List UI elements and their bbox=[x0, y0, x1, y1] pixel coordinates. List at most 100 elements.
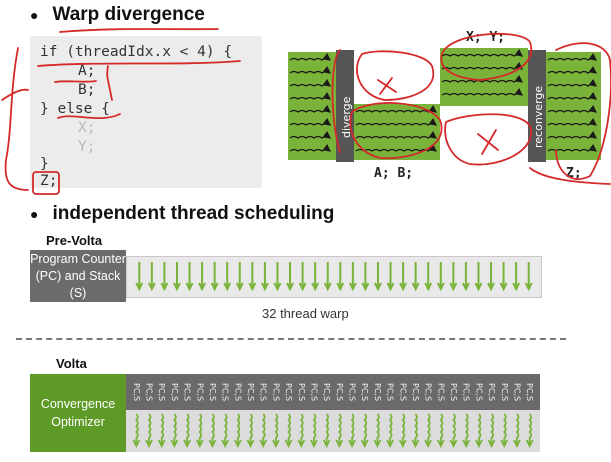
thread-arrow bbox=[208, 413, 217, 449]
pc-stack-label: PC,S bbox=[169, 382, 179, 402]
thread-arrow bbox=[513, 413, 521, 449]
code-line-y: Y; bbox=[78, 139, 96, 155]
pc-stack-label: PC,S bbox=[309, 382, 319, 402]
thread-arrow bbox=[261, 262, 269, 292]
thread-arrow bbox=[525, 413, 534, 449]
bullet-warp-divergence: ● Warp divergence bbox=[30, 4, 205, 26]
thread-arrow bbox=[360, 413, 369, 449]
thread-arrow bbox=[386, 262, 395, 292]
pc-stack-label: PC,S bbox=[360, 382, 370, 402]
bullet-dot: ● bbox=[30, 7, 39, 23]
thread-arrow bbox=[183, 413, 191, 449]
pc-stack-label: PC,S bbox=[334, 382, 344, 402]
pc-stack-label: PC,S bbox=[512, 382, 522, 402]
branch-ab-block bbox=[354, 104, 440, 160]
reconverge-bar bbox=[528, 50, 546, 162]
pc-stack-label: PC,S bbox=[233, 382, 243, 402]
thread-arrow bbox=[449, 262, 458, 292]
bullet-independent-scheduling: ● independent thread scheduling bbox=[30, 203, 334, 225]
thread-arrow-input bbox=[289, 104, 332, 113]
thread-arrow bbox=[411, 262, 420, 292]
thread-arrow bbox=[374, 262, 382, 292]
code-panel: if (threadIdx.x < 4) { A; B; } else { X;… bbox=[30, 36, 262, 189]
thread-arrow-input bbox=[289, 117, 332, 126]
thread-arrow-input bbox=[289, 91, 332, 100]
pc-stack-label: PC,S bbox=[436, 382, 446, 402]
pc-stack-label: PC,S bbox=[195, 382, 205, 402]
thread-arrow bbox=[198, 262, 206, 292]
prevolta-box-label: Program Counter (PC) and Stack (S) bbox=[30, 251, 126, 300]
thread-arrow bbox=[462, 262, 470, 292]
thread-arrow bbox=[398, 413, 407, 449]
thread-arrow-input bbox=[289, 52, 332, 61]
thread-arrow bbox=[424, 413, 432, 449]
thread-arrow bbox=[259, 413, 268, 449]
thread-arrow bbox=[234, 413, 242, 449]
code-line-if: if (threadIdx.x < 4) { bbox=[40, 44, 233, 60]
pc-stack-label: PC,S bbox=[487, 382, 497, 402]
thread-arrow bbox=[157, 413, 166, 449]
code-line-b: B; bbox=[78, 82, 96, 98]
thread-arrow bbox=[500, 413, 509, 449]
thread-arrow bbox=[272, 413, 280, 449]
pc-stack-label: PC,S bbox=[525, 382, 535, 402]
thread-arrow bbox=[273, 262, 282, 292]
prevolta-heading: Pre-Volta bbox=[46, 233, 103, 248]
thread-arrow bbox=[499, 262, 508, 292]
thread-arrow-xy bbox=[441, 87, 524, 96]
thread-arrow bbox=[310, 413, 318, 449]
diverge-label: diverge bbox=[340, 96, 353, 138]
heading-warp-divergence: Warp divergence bbox=[52, 4, 205, 25]
thread-arrow bbox=[297, 413, 306, 449]
label-ab: A; B; bbox=[374, 166, 414, 181]
reconverge-label: reconverge bbox=[532, 86, 545, 148]
pc-stack-label: PC,S bbox=[398, 382, 408, 402]
thread-arrow-input bbox=[289, 65, 332, 74]
code-line-else: } else { bbox=[40, 101, 110, 117]
thread-arrow bbox=[524, 262, 533, 292]
thread-arrow bbox=[185, 262, 194, 292]
pc-stack-label: PC,S bbox=[144, 382, 154, 402]
thread-arrow bbox=[221, 413, 229, 449]
pc-stack-label: PC,S bbox=[284, 382, 294, 402]
pc-stack-label: PC,S bbox=[157, 382, 167, 402]
bullet-dot: ● bbox=[30, 206, 39, 222]
thread-arrow bbox=[311, 262, 320, 292]
left-bracket bbox=[4, 47, 29, 191]
thread-arrow bbox=[336, 262, 345, 292]
thread-arrow-input bbox=[289, 130, 332, 139]
heading-independent-scheduling: independent thread scheduling bbox=[52, 203, 335, 224]
thread-arrow bbox=[361, 262, 370, 292]
thread-arrow bbox=[449, 413, 458, 449]
volta-thread-bar bbox=[126, 410, 540, 452]
thread-arrow bbox=[373, 413, 382, 449]
volta-arrows bbox=[132, 413, 534, 449]
thread-arrow bbox=[323, 262, 332, 292]
pc-stack-label: PC,S bbox=[182, 382, 192, 402]
thread-arrow bbox=[284, 413, 293, 449]
pc-stack-label: PC,S bbox=[271, 382, 281, 402]
pc-stack-label: PC,S bbox=[449, 382, 459, 402]
underline-heading bbox=[59, 28, 219, 33]
pc-stack-label: PC,S bbox=[131, 382, 141, 402]
pc-stack-label: PC,S bbox=[372, 382, 382, 402]
code-line-a: A; bbox=[78, 63, 96, 79]
label-z: Z; bbox=[566, 166, 582, 181]
pc-stack-label: PC,S bbox=[207, 382, 217, 402]
convergence-optimizer-box: Convergence Optimizer bbox=[30, 374, 126, 452]
thread-arrow bbox=[436, 262, 445, 292]
thread-arrow bbox=[160, 262, 169, 292]
volta-box-label: Convergence Optimizer bbox=[40, 397, 116, 429]
code-line-x: X; bbox=[78, 120, 96, 136]
thread-arrow bbox=[173, 262, 181, 292]
thread-arrow-input bbox=[289, 78, 332, 87]
thread-arrow bbox=[474, 262, 483, 292]
thread-arrow bbox=[487, 262, 495, 292]
code-line-close: } bbox=[40, 156, 49, 172]
thread-arrow bbox=[135, 262, 144, 292]
thread-arrow bbox=[348, 262, 357, 292]
branch-xy-block bbox=[440, 48, 528, 106]
thread-arrow bbox=[246, 413, 255, 449]
pc-stack-label: PC,S bbox=[385, 382, 395, 402]
prevolta-arrows bbox=[135, 262, 533, 292]
